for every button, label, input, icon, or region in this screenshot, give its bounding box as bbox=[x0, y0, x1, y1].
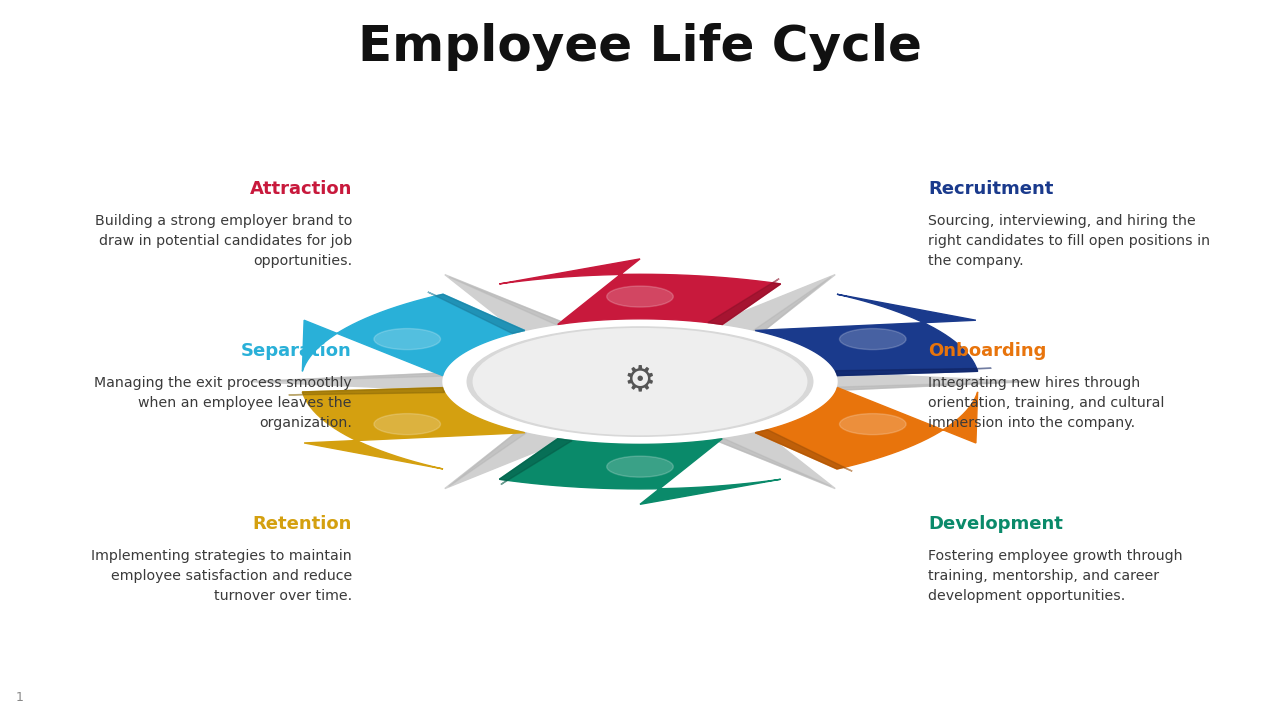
Polygon shape bbox=[449, 431, 526, 487]
Polygon shape bbox=[708, 279, 781, 325]
Polygon shape bbox=[499, 438, 781, 504]
Polygon shape bbox=[302, 387, 525, 469]
Text: Attraction: Attraction bbox=[250, 180, 352, 198]
Polygon shape bbox=[499, 259, 781, 325]
Ellipse shape bbox=[474, 329, 806, 434]
Ellipse shape bbox=[374, 328, 440, 350]
Polygon shape bbox=[836, 373, 1030, 390]
Polygon shape bbox=[755, 387, 978, 469]
Text: Fostering employee growth through
training, mentorship, and career
development o: Fostering employee growth through traini… bbox=[928, 549, 1183, 603]
Ellipse shape bbox=[467, 327, 813, 436]
Text: 1: 1 bbox=[15, 691, 23, 704]
Text: Retention: Retention bbox=[252, 515, 352, 533]
Ellipse shape bbox=[374, 413, 440, 435]
Polygon shape bbox=[714, 274, 836, 332]
Polygon shape bbox=[754, 276, 831, 332]
Text: ⚙: ⚙ bbox=[623, 364, 657, 397]
Polygon shape bbox=[250, 373, 444, 390]
Text: Implementing strategies to maintain
employee satisfaction and reduce
turnover ov: Implementing strategies to maintain empl… bbox=[91, 549, 352, 603]
Text: Onboarding: Onboarding bbox=[928, 342, 1046, 360]
Polygon shape bbox=[445, 431, 566, 489]
Polygon shape bbox=[755, 294, 978, 376]
Polygon shape bbox=[302, 294, 525, 376]
Polygon shape bbox=[449, 276, 566, 325]
Ellipse shape bbox=[840, 413, 906, 435]
Polygon shape bbox=[714, 431, 836, 489]
Polygon shape bbox=[836, 382, 1023, 390]
Polygon shape bbox=[257, 373, 444, 382]
Ellipse shape bbox=[607, 286, 673, 307]
Polygon shape bbox=[755, 430, 852, 471]
Text: Recruitment: Recruitment bbox=[928, 180, 1053, 198]
Polygon shape bbox=[499, 438, 572, 485]
Polygon shape bbox=[714, 438, 831, 487]
Text: Separation: Separation bbox=[241, 342, 352, 360]
Text: Employee Life Cycle: Employee Life Cycle bbox=[358, 23, 922, 71]
Polygon shape bbox=[445, 274, 566, 332]
Text: Integrating new hires through
orientation, training, and cultural
immersion into: Integrating new hires through orientatio… bbox=[928, 376, 1165, 430]
Text: Development: Development bbox=[928, 515, 1062, 533]
Polygon shape bbox=[836, 368, 991, 376]
Text: Sourcing, interviewing, and hiring the
right candidates to fill open positions i: Sourcing, interviewing, and hiring the r… bbox=[928, 214, 1210, 268]
Polygon shape bbox=[428, 292, 525, 333]
Polygon shape bbox=[289, 387, 444, 395]
Text: Managing the exit process smoothly
when an employee leaves the
organization.: Managing the exit process smoothly when … bbox=[95, 376, 352, 430]
Ellipse shape bbox=[607, 456, 673, 477]
Text: Building a strong employer brand to
draw in potential candidates for job
opportu: Building a strong employer brand to draw… bbox=[95, 214, 352, 268]
Ellipse shape bbox=[840, 328, 906, 350]
